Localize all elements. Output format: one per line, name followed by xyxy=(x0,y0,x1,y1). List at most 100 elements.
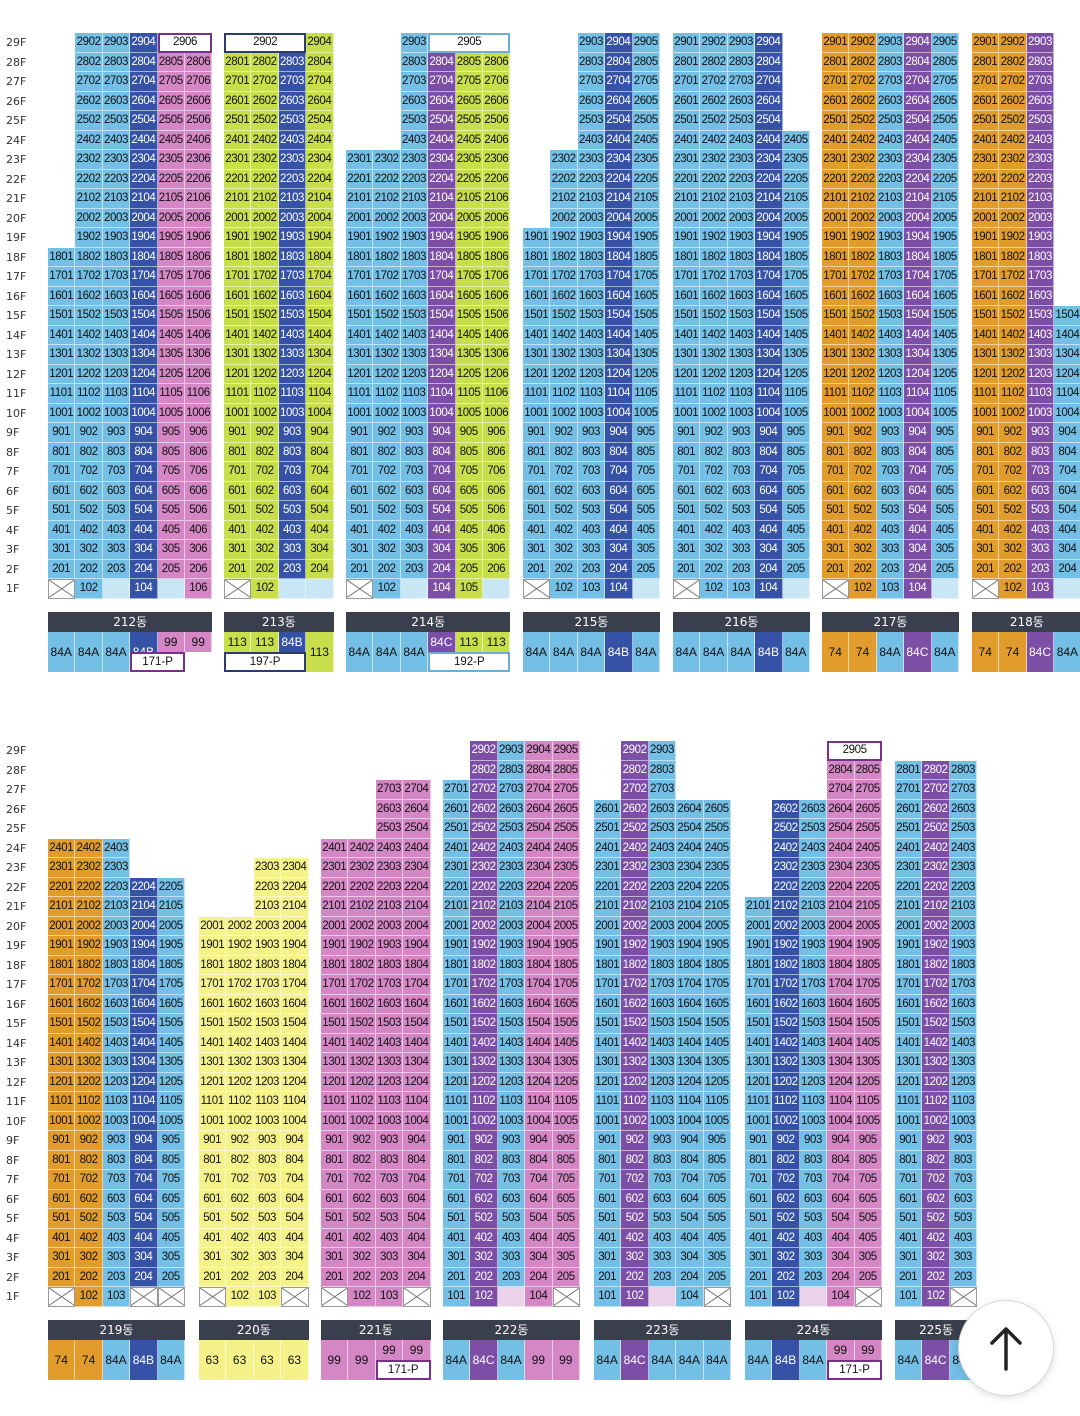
unit-cell[interactable]: 2002 xyxy=(999,208,1027,228)
unit-cell[interactable]: 504 xyxy=(755,501,783,521)
unit-cell[interactable]: 503 xyxy=(648,1209,677,1229)
unit-cell[interactable]: 1605 xyxy=(632,286,660,306)
unit-cell[interactable]: 2004 xyxy=(428,208,456,228)
unit-cell[interactable]: 2502 xyxy=(470,819,498,839)
unit-cell[interactable]: 2803 xyxy=(1026,52,1055,72)
unit-cell[interactable]: 2504 xyxy=(403,819,431,839)
unit-cell[interactable]: 2603 xyxy=(102,91,131,111)
unit-cell[interactable]: 204 xyxy=(525,1267,553,1287)
unit-cell[interactable]: 1301 xyxy=(321,1053,349,1073)
unit-cell[interactable]: 1804 xyxy=(605,247,633,267)
unit-cell[interactable]: 2604 xyxy=(306,91,334,111)
unit-cell[interactable]: 901 xyxy=(822,423,850,443)
unit-cell[interactable]: 1201 xyxy=(972,364,1000,384)
unit-cell[interactable]: 701 xyxy=(895,1170,923,1190)
unit-cell[interactable]: 2903 xyxy=(727,33,756,53)
unit-cell[interactable]: 401 xyxy=(48,520,76,540)
unit-cell[interactable]: 1501 xyxy=(822,306,850,326)
unit-cell[interactable]: 1405 xyxy=(782,325,810,345)
unit-cell[interactable]: 301 xyxy=(673,540,701,560)
unit-cell[interactable]: 1305 xyxy=(552,1053,580,1073)
unit-cell[interactable]: 2402 xyxy=(75,838,103,858)
unit-cell[interactable]: 801 xyxy=(48,442,76,462)
unit-cell[interactable]: 703 xyxy=(949,1170,978,1190)
unit-cell[interactable]: 2103 xyxy=(799,897,828,917)
unit-cell[interactable]: 1804 xyxy=(827,955,855,975)
unit-cell[interactable]: 205 xyxy=(703,1267,731,1287)
unit-cell[interactable]: 901 xyxy=(224,423,252,443)
unit-cell[interactable]: 806 xyxy=(185,442,213,462)
unit-cell[interactable]: 1201 xyxy=(594,1072,622,1092)
unit-cell[interactable]: 603 xyxy=(799,1189,828,1209)
unit-cell[interactable]: 604 xyxy=(1054,481,1080,501)
unit-cell[interactable]: 202 xyxy=(621,1267,649,1287)
unit-cell[interactable]: 2203 xyxy=(400,169,429,189)
unit-cell[interactable]: 505 xyxy=(703,1209,731,1229)
unit-cell[interactable]: 2403 xyxy=(1026,130,1055,150)
unit-cell[interactable]: 1703 xyxy=(648,975,677,995)
unit-cell[interactable]: 1002 xyxy=(999,403,1027,423)
unit-cell[interactable]: 1802 xyxy=(373,247,401,267)
unit-cell[interactable]: 203 xyxy=(497,1267,526,1287)
unit-cell[interactable]: 901 xyxy=(523,423,551,443)
unit-cell[interactable]: 504 xyxy=(605,501,633,521)
unit-cell[interactable]: 401 xyxy=(346,520,374,540)
unit-cell[interactable]: 2502 xyxy=(700,111,728,131)
unit-cell[interactable]: 2805 xyxy=(632,52,660,72)
unit-cell[interactable]: 1101 xyxy=(822,384,850,404)
unit-cell[interactable]: 202 xyxy=(700,559,728,579)
unit-cell[interactable]: 601 xyxy=(972,481,1000,501)
unit-cell[interactable]: 502 xyxy=(75,1209,103,1229)
unit-cell[interactable]: 1101 xyxy=(673,384,701,404)
unit-cell[interactable]: 2304 xyxy=(676,858,704,878)
unit-cell[interactable]: 804 xyxy=(525,1150,553,1170)
unit-cell[interactable]: 205 xyxy=(455,559,483,579)
unit-cell[interactable]: 2002 xyxy=(550,208,578,228)
unit-cell[interactable]: 203 xyxy=(648,1267,677,1287)
unit-cell[interactable]: 1603 xyxy=(278,286,307,306)
unit-cell[interactable]: 703 xyxy=(102,462,131,482)
unit-cell[interactable]: 505 xyxy=(552,1209,580,1229)
unit-cell[interactable]: 2503 xyxy=(400,111,429,131)
unit-cell[interactable]: 2101 xyxy=(321,897,349,917)
unit-cell[interactable]: 2605 xyxy=(552,799,580,819)
unit-cell[interactable]: 1603 xyxy=(1026,286,1055,306)
unit-cell[interactable]: 2302 xyxy=(922,858,950,878)
unit-cell[interactable]: 2405 xyxy=(782,130,810,150)
unit-cell[interactable]: 1804 xyxy=(306,247,334,267)
unit-cell[interactable]: 1202 xyxy=(772,1072,800,1092)
unit-cell[interactable]: 1803 xyxy=(1026,247,1055,267)
unit-cell[interactable]: 801 xyxy=(895,1150,923,1170)
unit-cell[interactable]: 1502 xyxy=(470,1014,498,1034)
unit-cell[interactable]: 1004 xyxy=(755,403,783,423)
unit-cell[interactable]: 1104 xyxy=(306,384,334,404)
unit-cell[interactable]: 402 xyxy=(700,520,728,540)
unit-cell[interactable]: 703 xyxy=(799,1170,828,1190)
unit-cell[interactable]: 2805 xyxy=(157,52,185,72)
unit-cell[interactable]: 805 xyxy=(632,442,660,462)
unit-cell[interactable]: 2103 xyxy=(253,897,282,917)
unit-cell[interactable]: 1601 xyxy=(972,286,1000,306)
unit-cell[interactable]: 1103 xyxy=(102,384,131,404)
unit-cell[interactable]: 1703 xyxy=(949,975,978,995)
unit-cell[interactable]: 2005 xyxy=(931,208,959,228)
unit-cell[interactable]: 701 xyxy=(48,1170,76,1190)
unit-cell[interactable]: 2201 xyxy=(594,877,622,897)
unit-cell[interactable]: 2002 xyxy=(75,208,103,228)
unit-cell[interactable]: 2003 xyxy=(278,208,307,228)
unit-cell[interactable]: 2304 xyxy=(904,150,932,170)
unit-cell[interactable]: 1402 xyxy=(75,1033,103,1053)
unit-cell[interactable]: 205 xyxy=(931,559,959,579)
unit-cell[interactable]: 2702 xyxy=(849,72,877,92)
unit-cell[interactable]: 406 xyxy=(483,520,511,540)
unit-cell[interactable]: 1502 xyxy=(373,306,401,326)
unit-cell[interactable]: 802 xyxy=(849,442,877,462)
unit-cell[interactable]: 601 xyxy=(594,1189,622,1209)
unit-cell[interactable]: 602 xyxy=(75,481,103,501)
unit-cell[interactable]: 2602 xyxy=(922,799,950,819)
unit-cell[interactable]: 902 xyxy=(550,423,578,443)
unit-cell[interactable]: 1401 xyxy=(443,1033,471,1053)
unit-cell[interactable]: 1902 xyxy=(75,228,103,248)
unit-cell[interactable]: 1202 xyxy=(470,1072,498,1092)
unit-cell[interactable]: 1505 xyxy=(854,1014,882,1034)
